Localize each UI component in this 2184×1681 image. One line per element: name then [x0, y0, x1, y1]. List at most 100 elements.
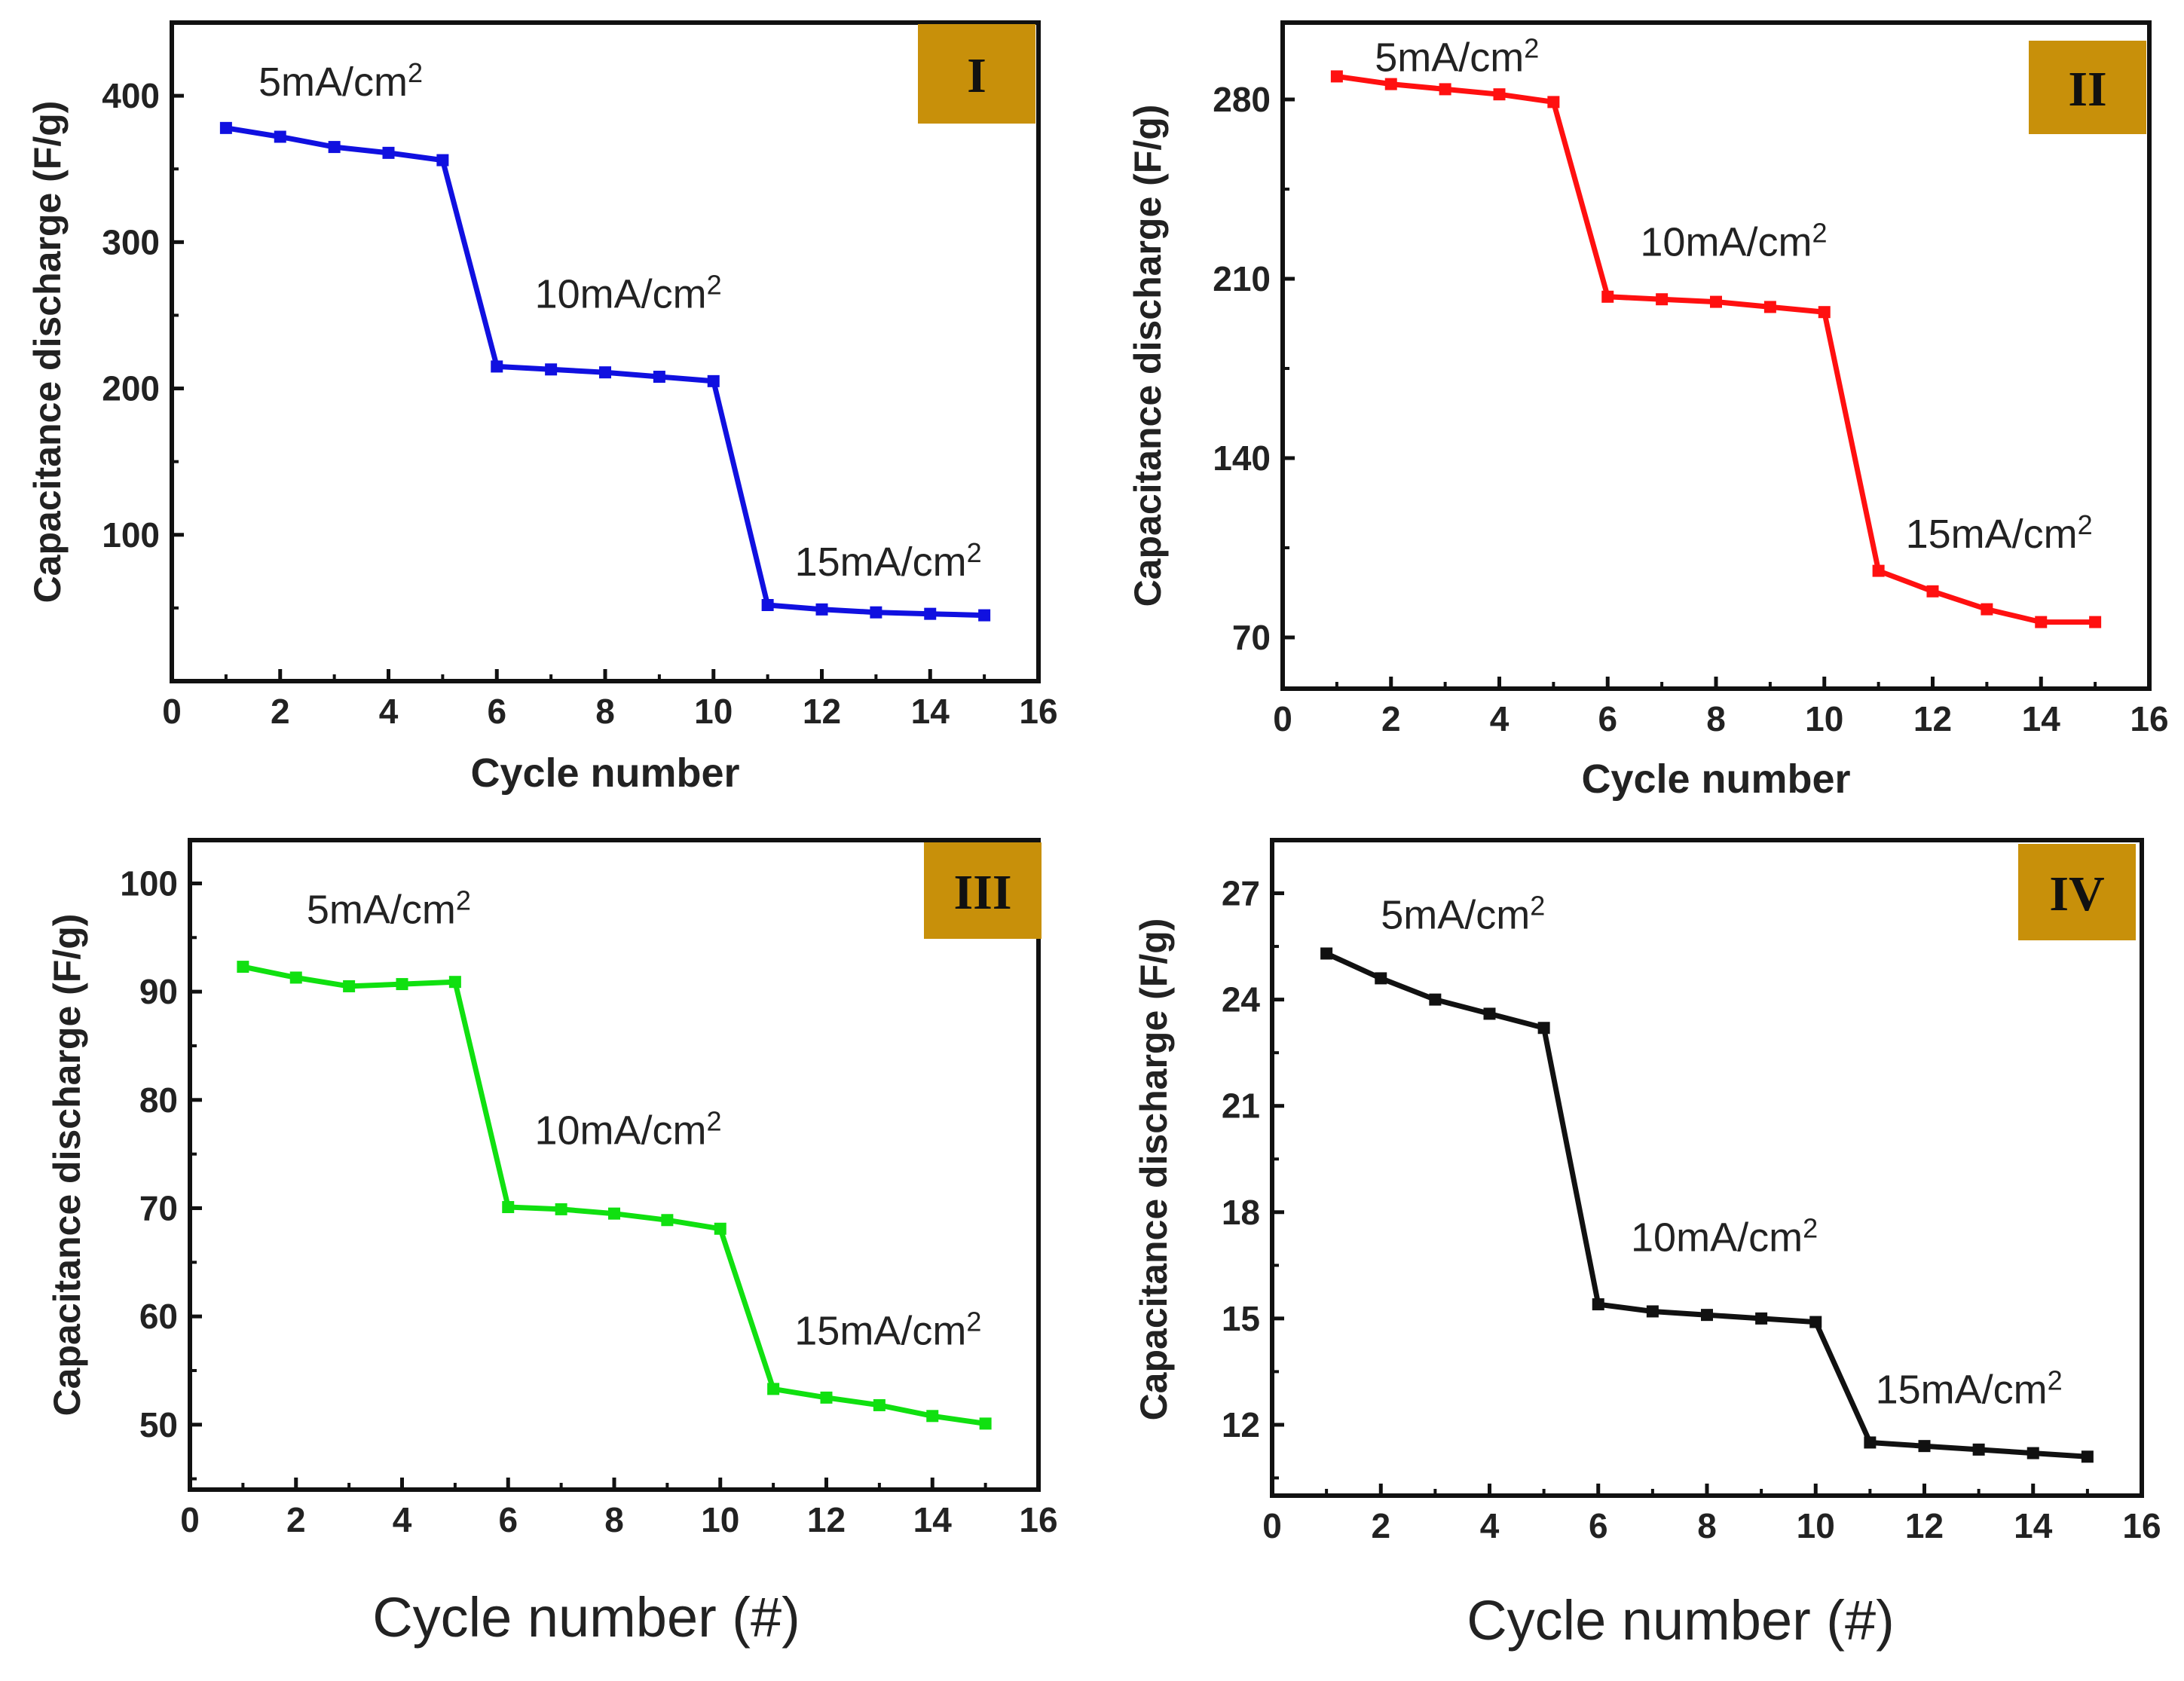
x-tick-label: 12: [803, 692, 841, 731]
x-tick-label: 10: [694, 692, 733, 731]
data-point: [1701, 1309, 1713, 1322]
x-tick-label: 2: [271, 692, 290, 731]
x-axis-label: Cycle number (#): [372, 1586, 800, 1649]
data-point: [707, 374, 720, 387]
data-point: [1375, 972, 1387, 985]
rate-annotations: 5mA/cm2 10mA/cm2 15mA/cm2: [307, 885, 982, 1354]
x-tick-label: 2: [1381, 699, 1401, 738]
x-tick-label: 16: [2130, 699, 2168, 738]
panel-II: 0 2 4 6 8 10 12 14 16 70 140 210 280 5mA/cm2 10mA/cm…: [1127, 20, 2169, 802]
data-point: [1918, 1440, 1931, 1453]
data-point: [761, 599, 774, 612]
x-tick-label: 0: [1262, 1506, 1282, 1545]
x-tick-label: 6: [1598, 699, 1617, 738]
data-markers: [237, 961, 992, 1430]
axis-ticks: [1280, 97, 2152, 689]
x-tick-label: 6: [498, 1500, 518, 1539]
axis-ticks: [188, 881, 1041, 1490]
x-tick-label: 0: [180, 1500, 200, 1539]
x-tick-label: 14: [913, 1500, 953, 1539]
rate-label: 5mA/cm2: [1381, 891, 1545, 938]
panel-badge: [918, 24, 1035, 124]
y-tick-labels: 12 15 18 21 24 27: [1222, 874, 1261, 1444]
rate-label: 10mA/cm2: [1631, 1213, 1818, 1261]
x-tick-label: 10: [1797, 1506, 1835, 1545]
data-point: [820, 1391, 833, 1404]
data-markers: [1320, 947, 2094, 1463]
x-tick-label: 4: [1490, 699, 1510, 738]
data-point: [1809, 1316, 1822, 1328]
x-tick-label: 6: [1589, 1506, 1608, 1545]
y-tick-label: 140: [1213, 439, 1271, 478]
y-tick-label: 80: [139, 1080, 178, 1120]
x-tick-label: 16: [1019, 1500, 1057, 1539]
data-point: [1493, 88, 1506, 101]
x-tick-label: 12: [1905, 1506, 1944, 1545]
data-point: [1537, 1022, 1550, 1035]
data-point: [237, 961, 249, 973]
axis-ticks: [1270, 839, 2144, 1496]
data-point: [714, 1222, 726, 1235]
x-tick-label: 8: [1706, 699, 1726, 738]
x-tick-label: 16: [2122, 1506, 2161, 1545]
data-point: [926, 1410, 939, 1423]
panel-badge: [924, 842, 1042, 939]
x-tick-label: 16: [1019, 692, 1057, 731]
x-tick-label: 12: [807, 1500, 846, 1539]
data-point: [1601, 290, 1614, 303]
x-tick-label: 14: [2014, 1506, 2053, 1545]
data-point: [767, 1383, 780, 1395]
y-tick-labels: 70 140 210 280: [1213, 80, 1271, 657]
x-tick-label: 6: [487, 692, 506, 731]
x-tick-label: 14: [911, 692, 950, 731]
data-point: [396, 978, 408, 991]
x-tick-label: 8: [595, 692, 615, 731]
panel-badge: [2029, 41, 2146, 134]
data-point: [661, 1214, 674, 1227]
data-point: [448, 976, 461, 989]
data-point: [1330, 70, 1343, 83]
x-tick-label: 4: [393, 1500, 412, 1539]
y-tick-label: 210: [1213, 259, 1271, 298]
data-point: [274, 130, 286, 143]
data-point: [1864, 1436, 1877, 1449]
panel-I: 0 2 4 6 8 10 12 14 16 100 200 300 400 5mA/cm2 10mA/c…: [26, 20, 1058, 796]
data-point: [1656, 293, 1669, 306]
y-tick-label: 100: [120, 863, 178, 903]
data-point: [815, 603, 828, 616]
data-point: [219, 121, 232, 134]
y-tick-label: 90: [139, 972, 178, 1011]
x-tick-label: 10: [1805, 699, 1843, 738]
data-point: [2081, 1450, 2094, 1463]
rate-label: 15mA/cm2: [794, 1306, 981, 1353]
data-point: [653, 371, 665, 384]
rate-label: 15mA/cm2: [1906, 509, 2093, 557]
y-tick-label: 60: [139, 1297, 178, 1336]
y-tick-label: 100: [102, 515, 160, 555]
data-point: [2089, 616, 2102, 628]
y-tick-label: 400: [102, 76, 160, 115]
x-tick-label: 4: [379, 692, 399, 731]
plot-frame: [188, 838, 1041, 1492]
x-tick-label: 2: [286, 1500, 306, 1539]
data-point: [1981, 603, 1993, 616]
data-point: [1429, 993, 1442, 1006]
rate-annotations: 5mA/cm2 10mA/cm2 15mA/cm2: [1381, 891, 2062, 1413]
data-point: [1818, 306, 1831, 319]
data-point: [1439, 83, 1451, 96]
data-point: [1483, 1007, 1496, 1020]
y-tick-label: 70: [139, 1188, 178, 1227]
y-axis-label: Capacitance discharge (F/g): [1127, 105, 1169, 607]
plot-frame: [1280, 20, 2152, 691]
y-tick-label: 70: [1232, 618, 1271, 657]
y-tick-label: 18: [1222, 1193, 1260, 1232]
data-point: [873, 1398, 886, 1411]
data-point: [1872, 564, 1885, 577]
rate-label: 10mA/cm2: [535, 270, 722, 317]
data-point: [2026, 1447, 2039, 1459]
data-point: [382, 146, 395, 159]
x-tick-label: 4: [1480, 1506, 1500, 1545]
data-point: [545, 363, 558, 376]
panel-badge-label: IV: [2049, 866, 2104, 921]
data-point: [1763, 301, 1776, 313]
